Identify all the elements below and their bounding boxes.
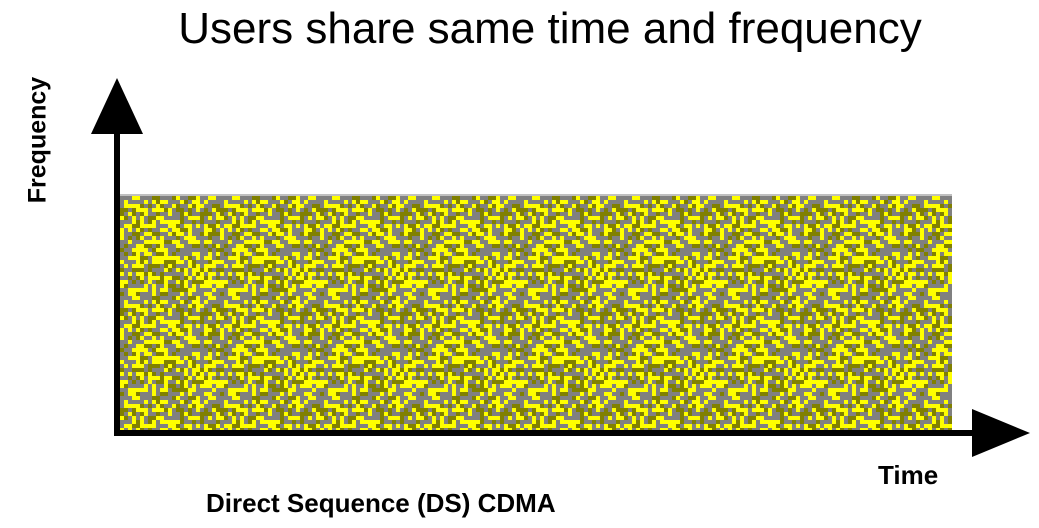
diagram-title: Users share same time and frequency (178, 4, 922, 53)
shared-band (120, 195, 952, 431)
time-axis-arrowhead (972, 409, 1030, 457)
y-axis-label: Frequency (23, 76, 52, 204)
frequency-axis-arrowhead (91, 78, 143, 134)
diagram-caption: Direct Sequence (DS) CDMA (206, 488, 556, 518)
x-axis-label: Time (878, 460, 939, 490)
